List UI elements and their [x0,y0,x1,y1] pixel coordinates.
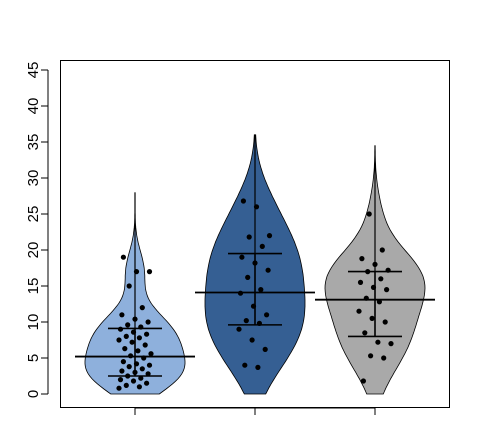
y-tick-label: 30 [25,170,42,187]
data-point [146,362,153,368]
data-point [145,319,151,325]
data-point [144,331,150,337]
y-tick-label: 15 [25,278,42,295]
data-point [262,346,268,352]
data-point [245,274,251,280]
data-point [357,279,364,285]
y-tick-label: 25 [25,206,42,223]
data-point [116,337,122,343]
data-point [144,380,150,386]
data-point [362,330,368,336]
data-point [125,322,131,328]
data-point [265,267,271,273]
data-point [239,254,245,260]
data-point [266,233,273,239]
data-point [368,353,374,359]
data-point [136,335,142,341]
data-point [369,315,375,321]
data-point [120,254,126,260]
y-axis: 0 5 10 15 20 25 30 35 40 45 [25,62,49,398]
data-point [259,243,265,249]
data-point [384,287,390,293]
data-point [360,378,366,384]
data-point [116,385,122,391]
data-point [123,382,129,388]
data-point [136,384,142,390]
data-point [129,339,135,345]
data-point [243,318,249,324]
data-point [145,371,151,377]
data-point [258,287,264,293]
data-point [379,247,385,253]
data-point [119,368,125,374]
data-point [381,355,387,361]
data-point [382,319,388,325]
data-point [146,269,153,275]
data-point [148,351,154,357]
data-point [378,276,384,282]
data-point [366,211,372,217]
y-tick-label: 10 [25,314,42,331]
data-point [255,364,261,370]
data-point [375,339,381,345]
data-point [240,198,246,204]
data-point [139,366,145,372]
y-tick-label: 20 [25,242,42,259]
data-point [117,377,124,383]
data-point [264,312,270,318]
y-tick-label: 40 [25,98,42,115]
data-point [249,337,255,343]
data-point [126,364,132,370]
data-point [122,346,128,352]
x-axis [134,407,376,415]
data-point [359,256,365,262]
data-points [116,198,394,391]
data-point [236,326,242,332]
data-point [142,342,148,348]
summary-lines [75,134,435,377]
data-point [139,305,145,311]
y-tick-label: 0 [25,390,42,398]
data-point [130,378,137,384]
data-point [356,308,362,314]
data-point [135,348,141,354]
data-point [388,341,394,347]
data-point [119,312,125,318]
data-point [138,375,144,381]
data-point [246,234,252,240]
data-point [120,359,126,365]
data-point [242,362,248,368]
y-tick-label: 5 [25,354,42,362]
data-point [123,333,129,339]
y-tick-label: 45 [25,62,42,79]
y-tick-label: 35 [25,134,42,151]
data-point [126,283,132,289]
